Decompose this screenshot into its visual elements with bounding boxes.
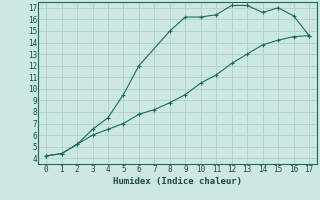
X-axis label: Humidex (Indice chaleur): Humidex (Indice chaleur): [113, 177, 242, 186]
